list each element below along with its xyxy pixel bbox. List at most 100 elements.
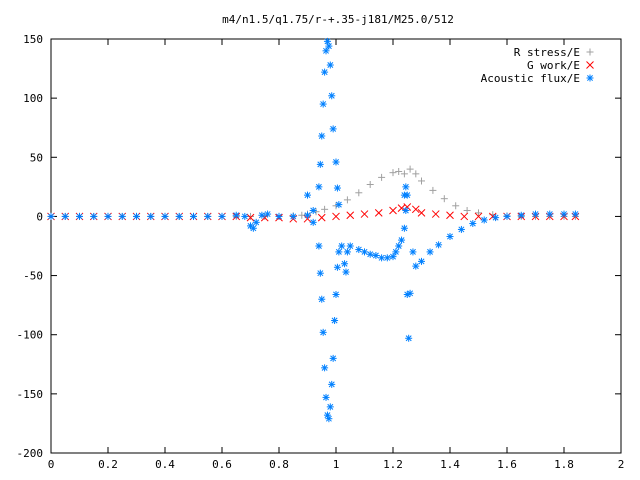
x-tick-label: 0.4 xyxy=(155,458,175,471)
data-point xyxy=(452,202,460,210)
x-tick-label: 0.6 xyxy=(212,458,232,471)
chart-title: m4/n1.5/q1.75/r-+.35-j181/M25.0/512 xyxy=(222,13,454,26)
data-point xyxy=(319,328,327,336)
data-point xyxy=(323,37,331,45)
data-point xyxy=(258,211,266,219)
data-point xyxy=(392,248,400,256)
data-point xyxy=(475,209,482,217)
data-point xyxy=(355,246,363,254)
data-point xyxy=(333,263,341,271)
data-point xyxy=(317,213,326,222)
y-tick-label: -150 xyxy=(17,388,44,401)
data-point xyxy=(321,205,329,213)
data-point xyxy=(395,167,403,175)
y-tick-label: -100 xyxy=(17,329,44,342)
data-point xyxy=(383,254,391,262)
data-points xyxy=(47,37,580,423)
data-point xyxy=(328,92,336,100)
legend-label: R stress/E xyxy=(514,46,580,59)
data-point xyxy=(341,260,349,268)
axis-ticks xyxy=(50,38,622,454)
data-point xyxy=(418,257,425,265)
data-point xyxy=(331,317,339,325)
legend-label: Acoustic flux/E xyxy=(481,72,580,85)
data-point xyxy=(315,183,323,191)
x-tick-label: 1.6 xyxy=(497,458,517,471)
data-point xyxy=(372,251,380,259)
data-point xyxy=(252,218,260,226)
data-point xyxy=(429,186,437,194)
data-point xyxy=(503,212,511,220)
data-point xyxy=(241,212,249,220)
data-point xyxy=(463,207,471,215)
data-point xyxy=(378,254,386,262)
legend-marker xyxy=(586,61,594,69)
x-tick-label: 2 xyxy=(618,458,625,471)
data-point xyxy=(246,213,255,222)
data-point xyxy=(204,212,212,220)
data-point xyxy=(412,262,420,270)
y-tick-label: 100 xyxy=(23,92,43,105)
data-point xyxy=(343,248,351,256)
data-point xyxy=(315,242,323,250)
data-point xyxy=(378,173,386,181)
data-point xyxy=(446,211,454,220)
data-point xyxy=(402,207,410,215)
data-point xyxy=(321,68,329,76)
data-point xyxy=(440,195,448,203)
series-acoustic-flux-e xyxy=(47,37,579,423)
x-tick-label: 1.4 xyxy=(440,458,460,471)
data-point xyxy=(412,170,420,178)
data-point xyxy=(403,191,411,199)
data-point xyxy=(329,354,337,362)
legend-label: G work/E xyxy=(527,59,580,72)
data-point xyxy=(325,415,333,423)
data-point xyxy=(469,220,477,228)
data-point xyxy=(342,268,350,276)
data-point xyxy=(318,132,326,140)
data-point xyxy=(355,189,363,197)
data-point xyxy=(264,210,272,218)
y-tick-label: -50 xyxy=(23,270,43,283)
data-point xyxy=(218,212,226,220)
data-point xyxy=(304,211,311,219)
data-point xyxy=(338,242,346,250)
data-point xyxy=(319,100,327,108)
data-point xyxy=(395,242,403,250)
data-point xyxy=(406,289,414,297)
data-point xyxy=(316,160,324,168)
data-point xyxy=(104,212,112,220)
data-point xyxy=(346,242,354,250)
legend-marker xyxy=(586,48,594,56)
data-point xyxy=(417,209,426,217)
data-point xyxy=(90,212,98,220)
data-point xyxy=(474,212,483,221)
data-point xyxy=(309,218,317,226)
data-point xyxy=(275,212,283,220)
data-point xyxy=(400,224,408,232)
data-point xyxy=(360,210,369,218)
data-point xyxy=(571,210,579,218)
x-tick-label: 1.2 xyxy=(383,458,403,471)
data-point xyxy=(329,125,337,133)
data-point xyxy=(76,212,83,220)
data-point xyxy=(446,233,454,241)
data-point xyxy=(405,334,413,342)
data-point xyxy=(411,205,420,214)
data-point xyxy=(426,248,434,256)
data-point xyxy=(303,214,312,223)
data-point xyxy=(326,403,334,411)
data-point xyxy=(335,201,343,209)
data-point xyxy=(332,212,340,221)
data-point xyxy=(389,169,397,177)
x-tick-labels: 0 0.2 0.4 0.6 0.8 1 1.2 1.4 1.6 1.8 2 xyxy=(48,458,625,471)
data-point xyxy=(190,212,197,220)
x-tick-label: 1 xyxy=(333,458,340,471)
data-point xyxy=(374,209,383,217)
data-point xyxy=(304,191,311,199)
data-point xyxy=(366,250,374,258)
plot-frame xyxy=(50,38,622,454)
data-point xyxy=(361,248,368,256)
data-point xyxy=(343,196,351,204)
